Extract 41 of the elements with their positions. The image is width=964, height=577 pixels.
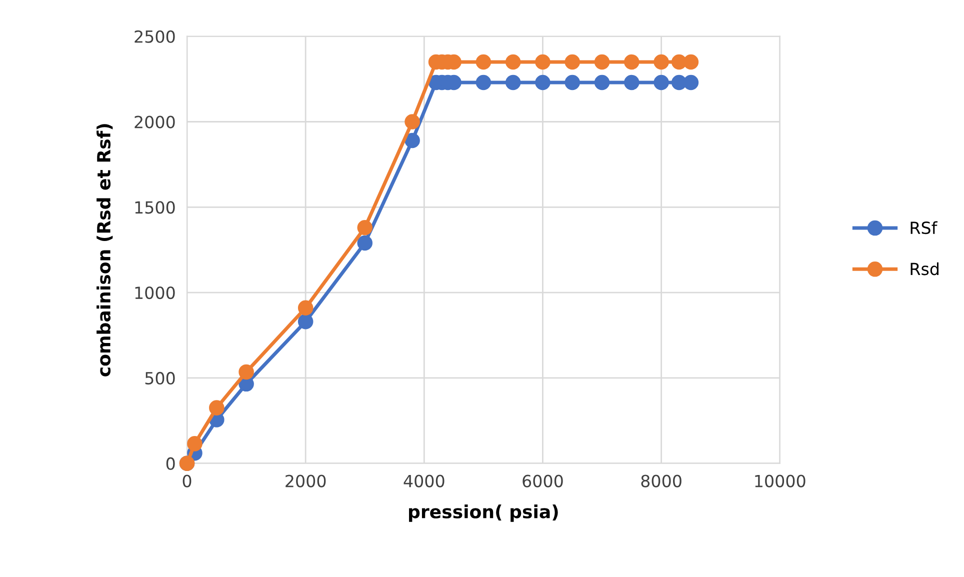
point bbox=[594, 74, 610, 90]
point bbox=[594, 54, 610, 70]
point bbox=[564, 54, 580, 70]
point bbox=[654, 54, 669, 70]
legend-label: Rsd bbox=[910, 262, 938, 276]
y-tick-label: 2000 bbox=[134, 116, 175, 128]
point bbox=[624, 74, 640, 90]
point bbox=[564, 74, 580, 90]
y-tick-label: 1000 bbox=[135, 286, 175, 300]
y-tick-label: 1500 bbox=[135, 201, 175, 214]
y-axis-title: combainison (Rsd et Rsf) bbox=[96, 124, 113, 376]
point bbox=[505, 54, 521, 70]
point bbox=[535, 54, 550, 70]
y-tick-label: 2500 bbox=[134, 30, 175, 43]
point bbox=[187, 436, 202, 452]
x-tick-label: 0 bbox=[182, 474, 192, 488]
point bbox=[476, 54, 492, 70]
point bbox=[298, 314, 314, 330]
point bbox=[238, 364, 254, 380]
x-tick-label: 10000 bbox=[755, 474, 806, 488]
point bbox=[298, 300, 314, 316]
x-axis-title: pression( psia) bbox=[409, 504, 558, 522]
x-tick-label: 6000 bbox=[522, 474, 563, 488]
point bbox=[535, 74, 550, 90]
point bbox=[209, 400, 224, 416]
y-tick-label: 500 bbox=[145, 372, 175, 385]
point bbox=[357, 220, 373, 236]
point bbox=[357, 235, 373, 251]
x-tick-label: 8000 bbox=[641, 474, 682, 488]
point bbox=[476, 74, 492, 90]
point bbox=[654, 74, 669, 90]
point bbox=[683, 54, 699, 70]
x-tick-label: 4000 bbox=[404, 474, 444, 488]
y-tick-label: 0 bbox=[166, 457, 175, 470]
point bbox=[683, 74, 699, 90]
point bbox=[404, 132, 420, 148]
legend-label: RSf bbox=[910, 221, 938, 234]
point bbox=[624, 54, 640, 70]
point bbox=[505, 74, 521, 90]
x-tick-label: 2000 bbox=[286, 474, 326, 488]
point bbox=[404, 114, 420, 130]
